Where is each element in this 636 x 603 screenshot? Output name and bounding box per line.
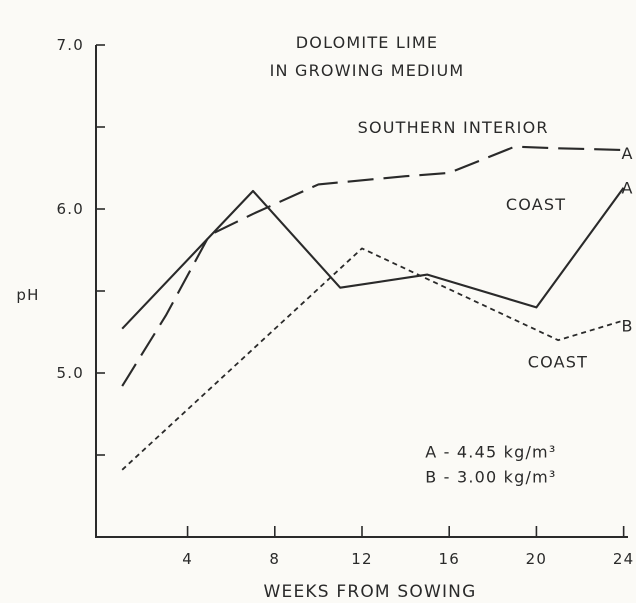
x-tick-label: 8: [269, 550, 280, 568]
annotation-label: SOUTHERN INTERIOR: [358, 118, 549, 137]
series-line-b-short-dash: [121, 247, 624, 471]
annotation-label: B: [621, 316, 633, 335]
annotations: SOUTHERN INTERIOR A COAST A B COAST A - 4.45 k…: [358, 118, 633, 486]
chart-title: DOLOMITE LIME IN GROWING MEDIUM: [270, 33, 465, 80]
series-line-a-long-dash: [121, 145, 624, 387]
y-tick-label: 6.0: [57, 200, 84, 218]
y-tick-label: 7.0: [57, 36, 84, 54]
x-axis-label: WEEKS FROM SOWING: [264, 582, 477, 602]
x-tick-label: 16: [438, 550, 460, 568]
annotation-label: B - 3.00 kg/m³: [425, 467, 556, 486]
x-axis-ticks: 4 8 12 16 20 24: [182, 526, 635, 568]
annotation-label: COAST: [506, 195, 566, 214]
series-lines: [121, 145, 625, 471]
x-tick-label: 12: [351, 550, 373, 568]
y-tick-label: 5.0: [57, 364, 84, 382]
chart-title-line: DOLOMITE LIME: [296, 33, 439, 52]
chart-title-line: IN GROWING MEDIUM: [270, 61, 465, 80]
annotation-label: A: [621, 144, 633, 163]
y-axis-ticks: 5.0 6.0 7.0: [57, 36, 105, 456]
series-line-a-solid: [121, 187, 625, 330]
x-tick-label: 4: [182, 550, 193, 568]
x-tick-label: 20: [526, 550, 548, 568]
y-axis-label: pH: [16, 286, 39, 304]
annotation-label: COAST: [528, 353, 588, 372]
annotation-label: A: [621, 179, 633, 198]
annotation-label: A - 4.45 kg/m³: [425, 443, 556, 462]
x-tick-label: 24: [613, 550, 635, 568]
